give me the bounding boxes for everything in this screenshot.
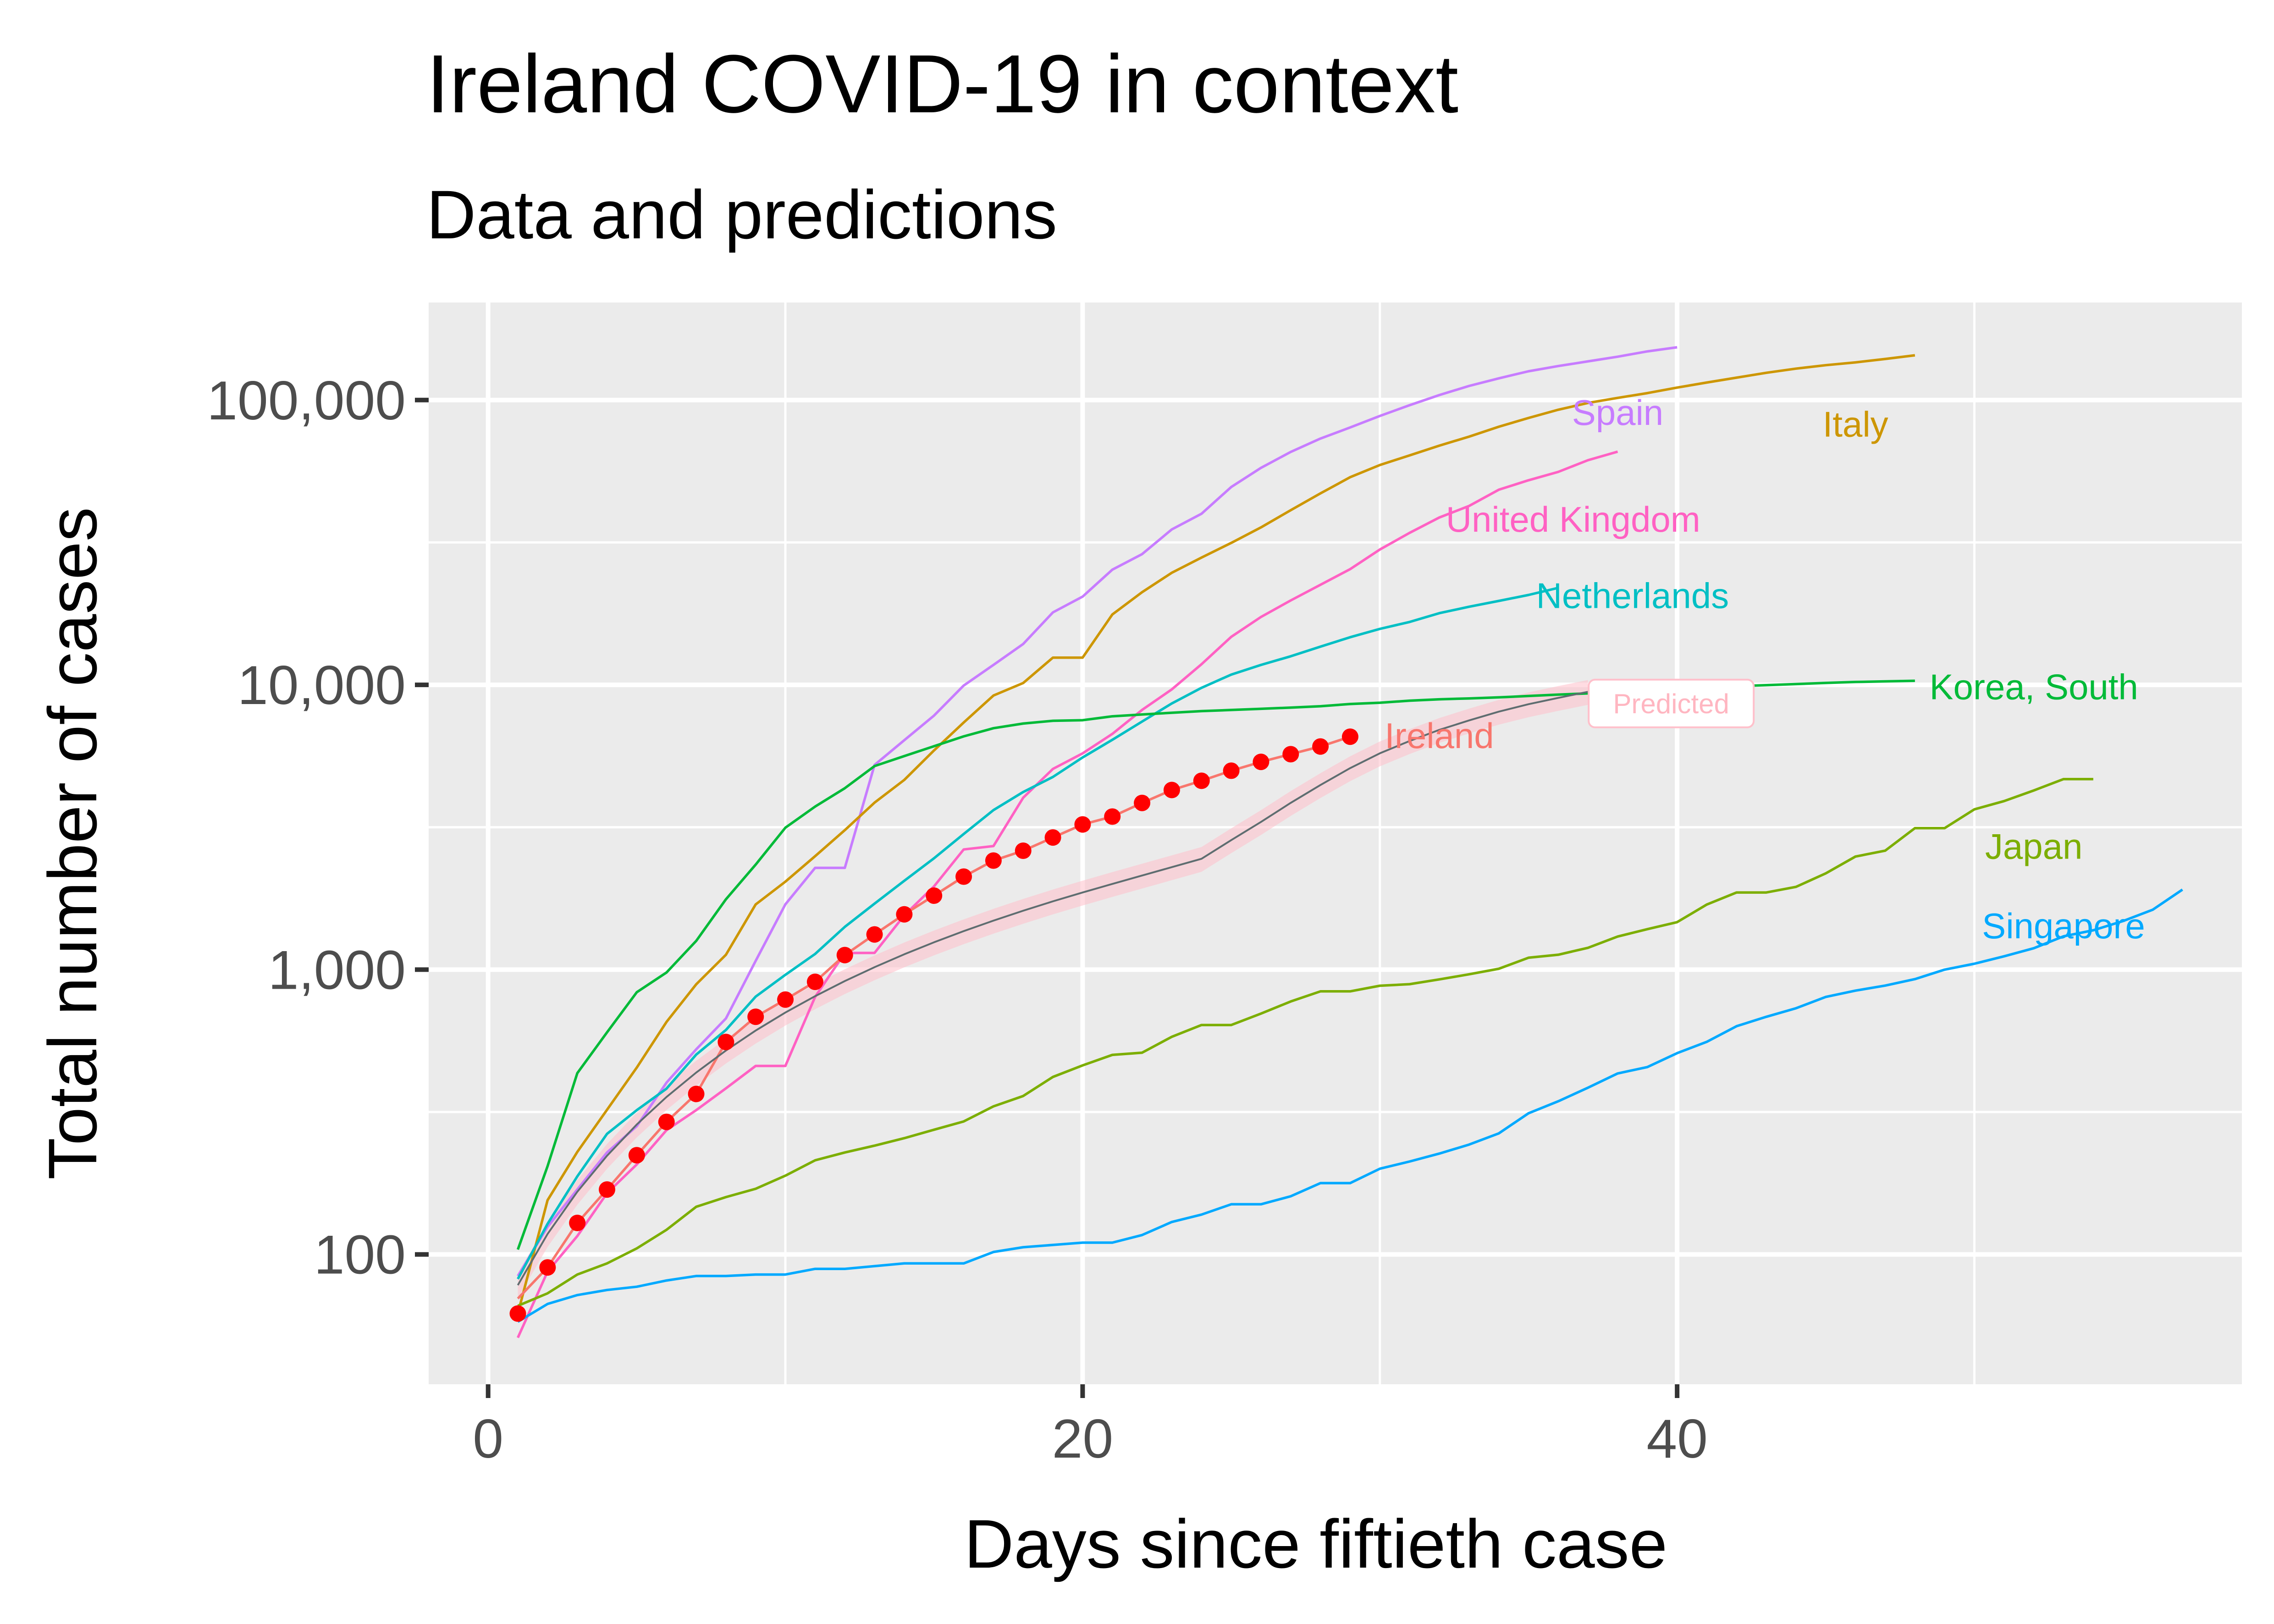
ireland-data-point <box>747 1008 764 1025</box>
ireland-data-point <box>1193 772 1210 789</box>
series-label: Spain <box>1572 392 1664 433</box>
x-tick-label: 0 <box>473 1408 503 1470</box>
ireland-data-point <box>1134 794 1151 811</box>
predicted-label-box <box>1588 678 1755 728</box>
ireland-data-point <box>1044 829 1061 846</box>
series-label: Singapore <box>1982 906 2145 946</box>
chart-title: Ireland COVID-19 in context <box>426 38 1458 130</box>
predicted-label: Predicted <box>1613 688 1729 719</box>
ireland-data-point <box>1282 746 1299 763</box>
ireland-data-point <box>985 852 1002 869</box>
ireland-data-point <box>1312 738 1329 755</box>
ireland-data-point <box>569 1215 586 1232</box>
grid-minor <box>429 303 2242 1384</box>
y-tick-label: 1,000 <box>268 939 406 1001</box>
ireland-data-point <box>599 1181 616 1198</box>
ireland-data-point <box>866 926 883 943</box>
y-tick-label: 10,000 <box>237 655 406 716</box>
grid-major <box>429 303 2242 1384</box>
axes: 100 1,000 10,000 100,000 0 20 40 <box>207 370 1708 1470</box>
series-line-spain <box>517 346 1678 1277</box>
series-label: Korea, South <box>1929 667 2138 707</box>
series-line-predicted <box>517 691 1588 1286</box>
series-label: Italy <box>1823 404 1888 444</box>
plot-panel <box>429 303 2242 1384</box>
y-tick-label: 100,000 <box>207 370 406 431</box>
ireland-data-point <box>688 1085 705 1102</box>
ireland-points <box>509 728 1358 1322</box>
ireland-data-point <box>1223 762 1240 779</box>
series-lines <box>516 346 2183 1338</box>
ireland-data-point <box>896 906 913 923</box>
series-label: Netherlands <box>1536 575 1729 616</box>
series-line-netherlands <box>517 586 1559 1280</box>
ireland-data-point <box>1074 816 1091 833</box>
ireland-data-point <box>955 868 972 885</box>
series-label: United Kingdom <box>1446 499 1700 539</box>
ireland-data-point <box>777 991 794 1008</box>
ireland-data-point <box>1104 808 1121 825</box>
ireland-data-point <box>1253 754 1269 771</box>
series-line-united-kingdom <box>516 450 1618 1338</box>
ireland-data-point <box>509 1305 526 1322</box>
series-line-japan <box>517 777 2093 1307</box>
ireland-data-point <box>926 887 943 904</box>
ireland-data-point <box>836 947 853 963</box>
ireland-data-point <box>718 1034 734 1051</box>
ireland-data-point <box>1341 728 1358 745</box>
series-labels: Spain Italy United Kingdom Netherlands Korea… <box>1385 392 2145 946</box>
ireland-data-point <box>539 1259 556 1276</box>
x-axis-title: Days since fiftieth case <box>964 1505 1667 1582</box>
series-label: Japan <box>1985 826 2083 866</box>
y-tick-label: 100 <box>314 1224 406 1286</box>
ireland-data-point <box>1015 842 1032 859</box>
ireland-data-point <box>658 1113 675 1130</box>
ireland-data-point <box>806 974 823 991</box>
x-tick-label: 20 <box>1052 1408 1113 1470</box>
y-axis-title: Total number of cases <box>34 507 111 1179</box>
chart-subtitle: Data and predictions <box>426 176 1057 253</box>
series-line-italy <box>516 354 1915 1314</box>
series-line-singapore <box>517 888 2183 1323</box>
ireland-data-point <box>1163 782 1180 798</box>
x-tick-label: 40 <box>1646 1408 1707 1470</box>
ireland-data-point <box>628 1147 645 1164</box>
series-label: Ireland <box>1385 716 1494 756</box>
